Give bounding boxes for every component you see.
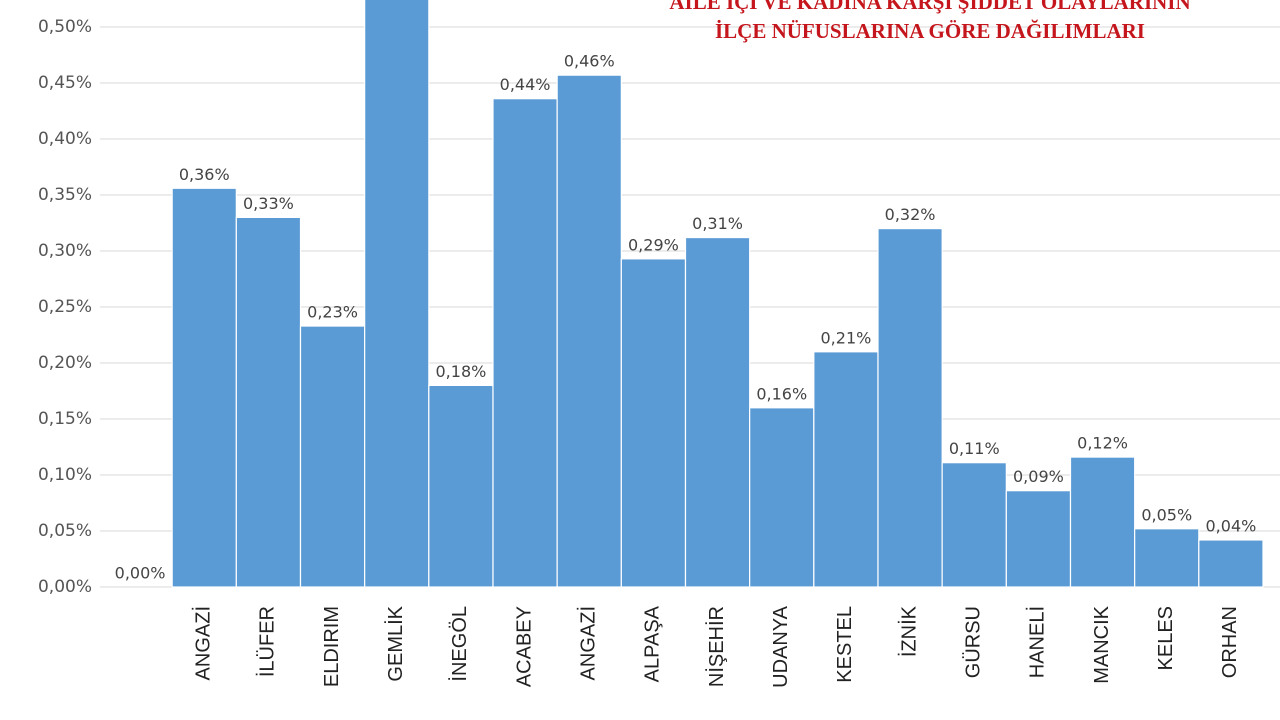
y-tick-label: 0,15% — [38, 409, 92, 429]
value-label: 0,18% — [436, 362, 487, 381]
bar — [235, 216, 302, 588]
x-tick-label: İLÜFER — [256, 606, 279, 677]
x-tick-label: İZNİK — [897, 605, 920, 657]
value-label: 0,04% — [1206, 516, 1257, 535]
value-label: 0,05% — [1141, 505, 1192, 524]
x-tick-label: MANCIK — [1091, 605, 1113, 683]
bar — [171, 187, 237, 588]
value-label: 0,32% — [885, 205, 936, 224]
x-tick-label: ANGAZİ — [192, 606, 215, 680]
y-tick-label: 0,00% — [38, 577, 92, 597]
bar — [941, 462, 1007, 588]
y-tick-label: 0,05% — [38, 521, 92, 541]
chart-title: AİLE İÇİ VE KADINA KARŞI ŞİDDET OLAYLARI… — [669, 0, 1190, 14]
x-tick-label: İNEGÖL — [448, 606, 471, 682]
x-tick-label: KELES — [1155, 606, 1177, 670]
bar — [364, 0, 430, 588]
bar — [749, 407, 815, 588]
x-tick-label: ORHAN — [1219, 606, 1241, 678]
value-label: 0,21% — [821, 328, 872, 347]
x-tick-label: UDANYA — [770, 605, 792, 688]
y-tick-label: 0,45% — [38, 73, 92, 93]
bars — [171, 0, 1264, 588]
x-tick-label: ALPAŞA — [642, 605, 664, 682]
x-tick-label: ANGAZİ — [577, 606, 600, 680]
bar — [1069, 456, 1136, 588]
x-tick-label: NİŞEHİR — [705, 606, 728, 687]
x-tick-label: HANELİ — [1026, 606, 1049, 678]
chart-title: İLÇE NÜFUSLARINA GÖRE DAĞILIMLARI — [715, 19, 1145, 43]
bar — [1134, 528, 1200, 588]
value-label: 0,11% — [949, 439, 1000, 458]
value-label: 0,09% — [1013, 467, 1064, 486]
bar — [428, 384, 494, 588]
x-tick-label: GEMLİK — [384, 605, 407, 681]
value-label: 0,16% — [756, 384, 807, 403]
bar — [877, 228, 943, 588]
bar — [684, 236, 751, 588]
value-label: 0,12% — [1077, 434, 1128, 453]
value-label: 0,44% — [500, 75, 551, 94]
labels: 0,00% 0,05% 0,10% 0,15% 0,20% 0,25% 0,30% 0,35%… — [38, 17, 1256, 688]
bar — [556, 74, 622, 588]
y-tick-label: 0,25% — [38, 297, 92, 317]
bar — [813, 351, 879, 588]
y-tick-label: 0,20% — [38, 353, 92, 373]
x-tick-label: KESTEL — [834, 606, 856, 683]
value-label: 0,46% — [564, 52, 615, 71]
y-tick-label: 0,40% — [38, 129, 92, 149]
value-label: 0,31% — [692, 214, 743, 233]
bar — [1198, 539, 1264, 588]
y-tick-label: 0,50% — [38, 17, 92, 37]
bar — [620, 258, 687, 588]
bar — [492, 98, 558, 588]
value-label: 0,00% — [115, 564, 166, 583]
x-tick-label: ACABEY — [513, 606, 535, 687]
x-tick-label: ELDIRIM — [321, 606, 343, 687]
y-tick-label: 0,10% — [38, 465, 92, 485]
bar — [1005, 490, 1072, 588]
x-tick-label: GÜRSU — [963, 606, 985, 678]
y-tick-label: 0,35% — [38, 185, 92, 205]
bar — [299, 325, 366, 588]
value-label: 0,29% — [628, 235, 679, 254]
value-label: 0,23% — [307, 303, 358, 322]
y-tick-label: 0,30% — [38, 241, 92, 261]
value-label: 0,33% — [243, 194, 294, 213]
value-label: 0,36% — [179, 165, 230, 184]
